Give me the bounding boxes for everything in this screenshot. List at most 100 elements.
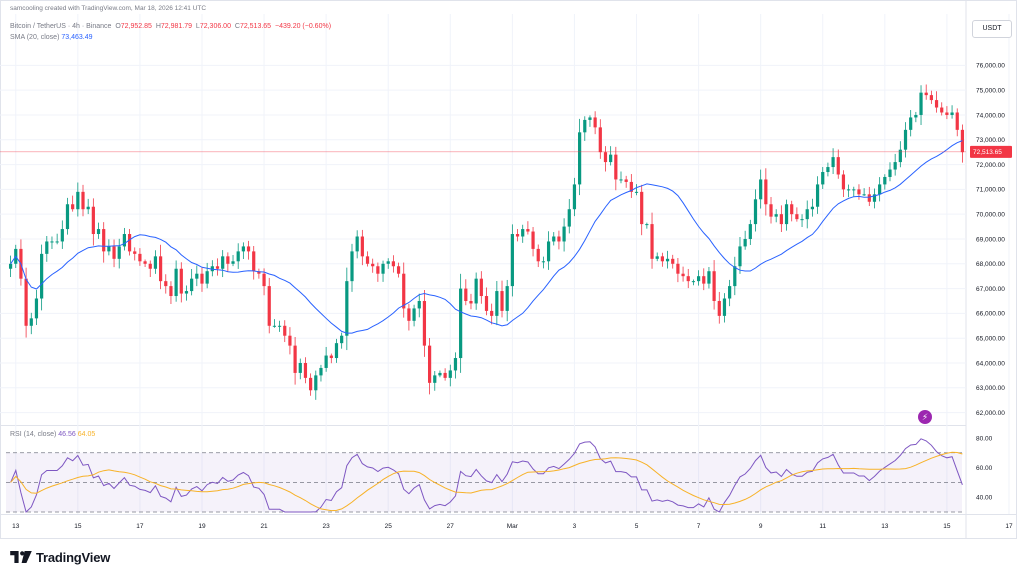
candle-body: [893, 162, 897, 170]
candle-body: [609, 154, 613, 163]
candle-body: [190, 278, 194, 292]
candle-body: [567, 209, 571, 227]
y-tick-label: 62,000.00: [976, 410, 1005, 417]
x-tick-label: 5: [635, 523, 639, 530]
candle-body: [691, 281, 696, 283]
candle-body: [345, 281, 349, 336]
candle-body: [541, 261, 546, 263]
brand-name: TradingView: [36, 549, 111, 565]
candle-body: [774, 214, 778, 217]
candle-body: [252, 251, 256, 272]
lightning-icon[interactable]: ⚡: [918, 410, 932, 424]
candle-body: [376, 266, 380, 274]
brand: TradingView: [10, 548, 110, 566]
candle-body: [665, 258, 670, 262]
candle-body: [402, 273, 406, 309]
candle-body: [634, 191, 639, 193]
candle-body: [800, 219, 804, 221]
candle-body: [671, 258, 675, 264]
candle-body: [117, 246, 121, 259]
candle-body: [588, 117, 592, 120]
candle-body: [795, 214, 799, 220]
high-label: H: [155, 23, 161, 30]
candle-body: [91, 206, 95, 235]
currency-button[interactable]: USDT: [972, 20, 1012, 38]
y-tick-label: 65,000.00: [976, 335, 1005, 342]
candle-body: [593, 117, 597, 128]
candle-body: [200, 273, 204, 284]
rsi-ma-line: [10, 451, 963, 512]
candle-body: [262, 273, 266, 287]
y-tick-label: 69,000.00: [976, 236, 1005, 243]
candle-body: [412, 308, 416, 321]
candle-body: [76, 191, 80, 210]
rsi-legend[interactable]: RSI (14, close) 46.56 64.05: [10, 430, 95, 439]
candle-body: [133, 251, 137, 254]
close-label: C: [234, 23, 240, 30]
high-value: 72,981.79: [160, 23, 193, 30]
close-value: 72,513.65: [239, 23, 272, 30]
candle-body: [350, 251, 354, 282]
candle-body: [427, 345, 432, 383]
candle-body: [515, 234, 520, 237]
candle-body: [169, 286, 173, 297]
symbol-legend[interactable]: Bitcoin / TetherUS · 4h · Binance O72,95…: [10, 22, 331, 31]
candle-body: [728, 286, 732, 299]
candle-body: [319, 367, 323, 376]
candle-body: [847, 189, 851, 191]
candle-body: [862, 194, 866, 196]
candle-body: [769, 204, 773, 217]
rsi-y-tick-label: 40.00: [976, 494, 993, 501]
candle-body: [572, 184, 577, 210]
candle-body: [479, 278, 483, 297]
candle-body: [143, 261, 147, 264]
candle-body: [179, 268, 183, 294]
sma-legend[interactable]: SMA (20, close) 73,463.49: [10, 33, 93, 42]
candle-body: [526, 229, 530, 232]
candle-body: [164, 281, 168, 287]
candle-body: [298, 362, 302, 373]
x-tick-label: 17: [136, 523, 144, 530]
candle-body: [158, 256, 163, 282]
candle-body: [40, 253, 44, 299]
candle-body: [624, 179, 628, 182]
candle-body: [650, 224, 654, 259]
x-tick-label: 17: [1005, 523, 1013, 530]
candle-body: [195, 273, 199, 279]
candle-body: [340, 335, 344, 344]
candle-body: [857, 189, 861, 195]
candle-body: [940, 107, 944, 113]
candle-body: [365, 256, 370, 264]
candle-body: [422, 300, 427, 346]
y-tick-label: 67,000.00: [976, 286, 1005, 293]
candle-body: [396, 266, 401, 274]
sma-value: 73,463.49: [61, 34, 93, 41]
x-tick-label: 3: [573, 523, 577, 530]
candle-body: [831, 157, 835, 168]
candle-body: [371, 263, 375, 267]
x-tick-label: 7: [697, 523, 701, 530]
candle-body: [459, 288, 463, 359]
low-value: 72,306.00: [199, 23, 231, 30]
candle-body: [122, 234, 126, 247]
candle-body: [474, 278, 478, 304]
candle-body: [505, 286, 509, 311]
candle-body: [102, 229, 106, 252]
candle-body: [955, 112, 959, 130]
candle-body: [784, 204, 789, 225]
y-tick-label: 66,000.00: [976, 311, 1005, 318]
outer-border: [0, 0, 1017, 539]
rsi-line: [10, 438, 963, 513]
candle-body: [453, 358, 458, 371]
candle-body: [531, 231, 535, 249]
candle-body: [484, 296, 489, 311]
candle-body: [65, 204, 70, 230]
candle-body: [205, 271, 209, 284]
candle-body: [815, 184, 820, 207]
sma-line: [10, 140, 963, 334]
x-tick-label: 15: [74, 523, 82, 530]
candle-body: [127, 234, 132, 252]
candle-body: [55, 241, 59, 243]
